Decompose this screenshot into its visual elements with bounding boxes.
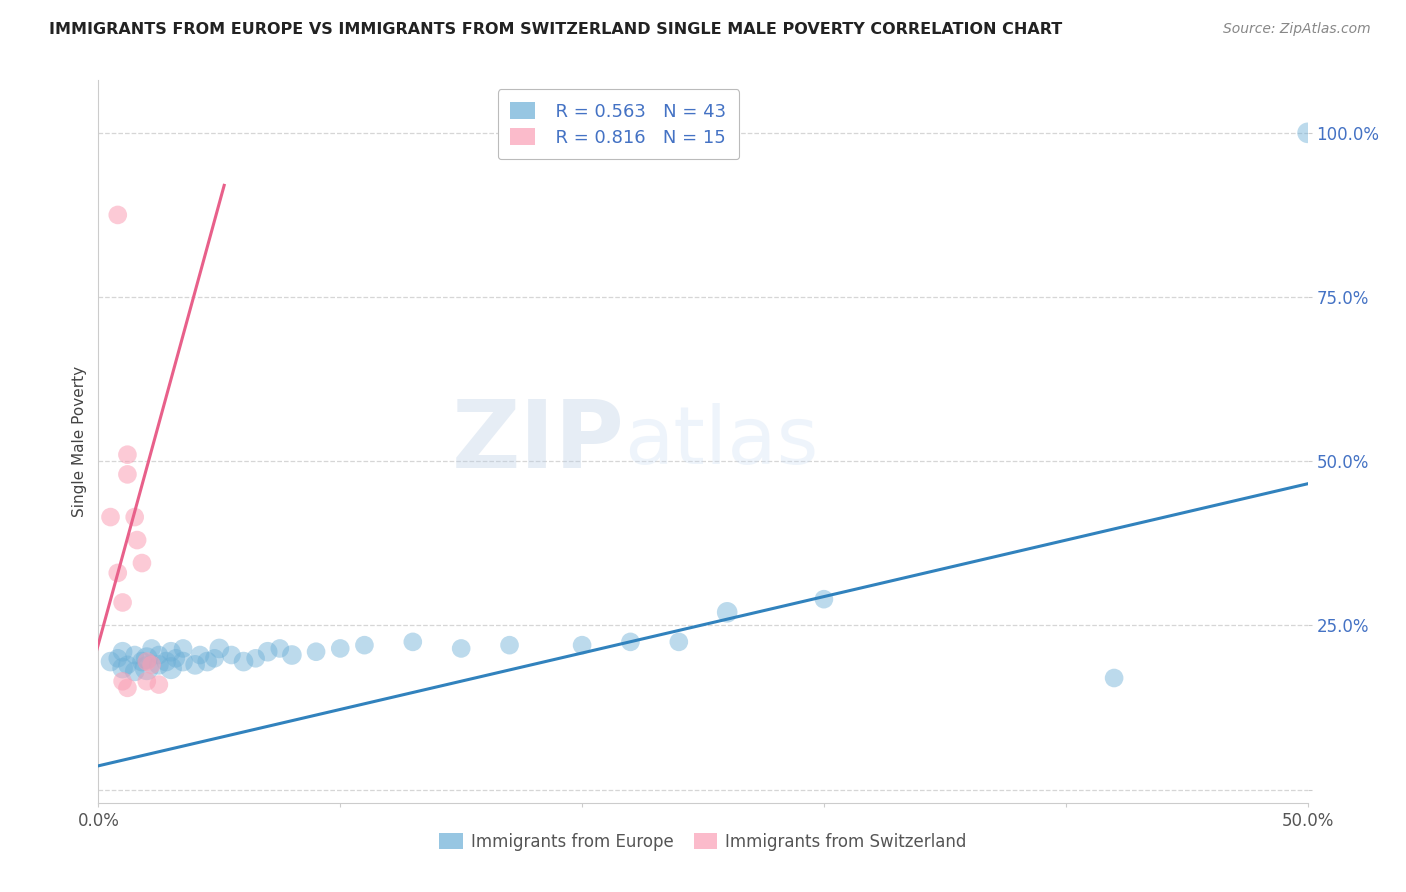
Point [135,651,157,665]
Point [111,645,134,659]
Point [195,655,218,669]
Point [329,641,352,656]
Legend: Immigrants from Europe, Immigrants from Switzerland: Immigrants from Europe, Immigrants from … [430,825,976,860]
Point [127,533,149,547]
Point [165,651,187,665]
Point [668,635,690,649]
Point [148,677,170,691]
Point [281,648,304,662]
Point [135,674,157,689]
Point [155,655,177,669]
Point [148,648,170,662]
Point [141,641,163,656]
Point [117,657,139,672]
Point [498,638,520,652]
Text: atlas: atlas [624,402,818,481]
Point [107,651,129,665]
Point [1102,671,1125,685]
Point [450,641,472,656]
Point [135,661,157,675]
Point [184,657,207,672]
Point [619,635,641,649]
Point [208,641,231,656]
Point [117,681,139,695]
Point [188,648,211,662]
Point [107,566,129,580]
Point [124,510,146,524]
Point [135,655,157,669]
Y-axis label: Single Male Poverty: Single Male Poverty [72,366,87,517]
Text: IMMIGRANTS FROM EUROPE VS IMMIGRANTS FROM SWITZERLAND SINGLE MALE POVERTY CORREL: IMMIGRANTS FROM EUROPE VS IMMIGRANTS FRO… [49,22,1063,37]
Point [107,208,129,222]
Point [117,448,139,462]
Point [100,655,122,669]
Point [716,605,738,619]
Point [111,661,134,675]
Point [141,657,163,672]
Point [571,638,593,652]
Point [117,467,139,482]
Point [305,645,328,659]
Point [124,648,146,662]
Point [131,556,153,570]
Text: ZIP: ZIP [451,395,624,488]
Point [204,651,226,665]
Text: Source: ZipAtlas.com: Source: ZipAtlas.com [1223,22,1371,37]
Point [402,635,425,649]
Point [245,651,267,665]
Point [172,655,194,669]
Point [100,510,122,524]
Point [221,648,243,662]
Point [1296,126,1319,140]
Point [813,592,835,607]
Point [172,641,194,656]
Point [353,638,375,652]
Point [124,665,146,679]
Point [111,595,134,609]
Point [256,645,278,659]
Point [111,674,134,689]
Point [232,655,254,669]
Point [131,655,153,669]
Point [269,641,291,656]
Point [160,661,183,675]
Point [160,645,183,659]
Point [148,657,170,672]
